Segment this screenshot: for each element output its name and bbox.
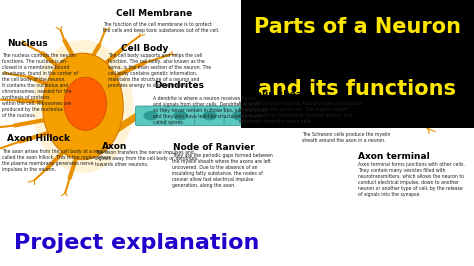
- Text: Nucleus: Nucleus: [7, 39, 48, 48]
- Text: The cell body supports and helps the cell
function. The cell body, also known as: The cell body supports and helps the cel…: [108, 53, 211, 88]
- Ellipse shape: [291, 111, 306, 120]
- FancyBboxPatch shape: [165, 106, 195, 126]
- Text: Axon: Axon: [102, 142, 128, 151]
- FancyBboxPatch shape: [254, 106, 284, 126]
- Text: It is a fatty-protein coating, that provides a protective
insulation for the ner: It is a fatty-protein coating, that prov…: [239, 101, 362, 124]
- Text: Node of Ranvier: Node of Ranvier: [173, 143, 255, 152]
- Ellipse shape: [33, 40, 133, 173]
- Text: A dendrite is where a neuron receives inputs
and signals from other cells. Dendr: A dendrite is where a neuron receives in…: [153, 96, 269, 125]
- Text: Schwann cell: Schwann cell: [303, 121, 370, 130]
- FancyBboxPatch shape: [372, 106, 402, 126]
- FancyBboxPatch shape: [283, 106, 313, 126]
- Text: Cell Body: Cell Body: [121, 44, 168, 53]
- FancyBboxPatch shape: [136, 106, 166, 126]
- Ellipse shape: [350, 111, 365, 120]
- Ellipse shape: [173, 111, 188, 120]
- Text: Dendrites: Dendrites: [154, 81, 204, 90]
- Text: The function of the cell membrane is to protect
the cells and keep toxic substan: The function of the cell membrane is to …: [103, 22, 220, 33]
- Ellipse shape: [144, 111, 158, 120]
- Ellipse shape: [43, 53, 123, 160]
- FancyBboxPatch shape: [224, 106, 255, 126]
- FancyBboxPatch shape: [342, 106, 373, 126]
- Text: and its functions: and its functions: [258, 79, 456, 99]
- Text: Axon Hillock: Axon Hillock: [7, 134, 70, 143]
- FancyBboxPatch shape: [312, 106, 343, 126]
- Ellipse shape: [320, 111, 335, 120]
- Text: Project explanation: Project explanation: [14, 233, 260, 253]
- FancyBboxPatch shape: [241, 0, 474, 128]
- Text: Myelin sheath: Myelin sheath: [241, 90, 313, 99]
- Text: The axon transfers the nerve impulses and
signals away from the cell body or den: The axon transfers the nerve impulses an…: [95, 150, 199, 167]
- Ellipse shape: [262, 111, 276, 120]
- Text: Parts of a Neuron: Parts of a Neuron: [254, 17, 461, 37]
- Text: The Schwann cells produce the myelin
sheath around the axon in a neuron.: The Schwann cells produce the myelin she…: [302, 132, 391, 143]
- Text: They are the periodic gaps formed between
the myelin sheath where the axons are : They are the periodic gaps formed betwee…: [172, 153, 273, 188]
- Ellipse shape: [379, 111, 394, 120]
- Text: Cell Membrane: Cell Membrane: [116, 9, 192, 18]
- FancyBboxPatch shape: [194, 106, 225, 126]
- Ellipse shape: [202, 111, 217, 120]
- Ellipse shape: [232, 111, 246, 120]
- Text: Axon terminal: Axon terminal: [358, 152, 429, 161]
- Text: Axon terminal forms junctions with other cells.
They contain many vesicles fille: Axon terminal forms junctions with other…: [358, 162, 465, 197]
- Text: The nucleus controls the neuron
functions. The nucleus is en-
closed in a membra: The nucleus controls the neuron function…: [2, 53, 78, 118]
- Ellipse shape: [64, 77, 107, 130]
- Text: The axon arises from the cell body at a region
called the axon hillock. This is : The axon arises from the cell body at a …: [2, 149, 111, 172]
